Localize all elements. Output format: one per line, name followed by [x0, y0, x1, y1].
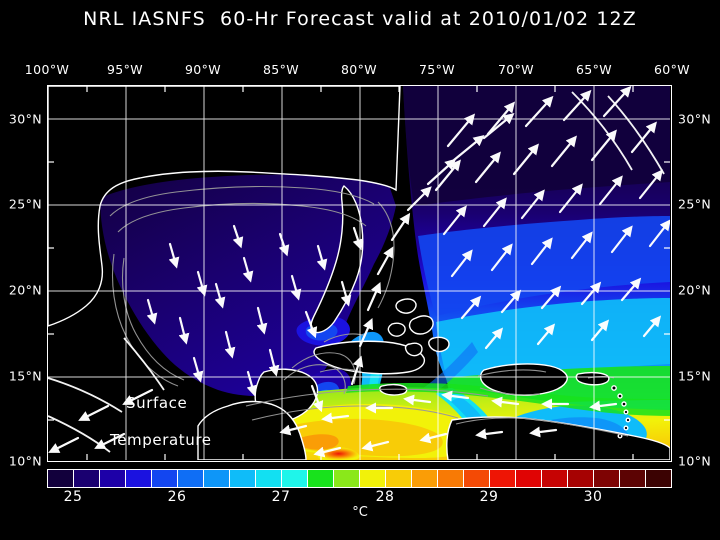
colorbar-segment [178, 470, 204, 487]
colorbar-segment [230, 470, 256, 487]
north-america-landmass [48, 86, 401, 327]
colorbar-segment [256, 470, 282, 487]
atlantic-cyan-band [436, 298, 670, 384]
jamaica [379, 383, 408, 396]
colorbar-segment [100, 470, 126, 487]
y-tick-left-20n: 20°N [8, 282, 42, 298]
x-tick-95w: 95°W [106, 62, 144, 77]
colorbar-segment [126, 470, 152, 487]
colorbar-segment [438, 470, 464, 487]
colorbar-segment [464, 470, 490, 487]
colorbar-segment [594, 470, 620, 487]
sst-map-plot[interactable]: Surface Temperature [47, 85, 672, 462]
y-tick-left-30n: 30°N [8, 111, 42, 127]
y-tick-right-15n: 15°N [678, 368, 712, 384]
cb-tick-30: 30 [583, 489, 603, 505]
x-tick-60w: 60°W [653, 62, 691, 77]
cuba [313, 340, 426, 375]
x-tick-90w: 90°W [184, 62, 222, 77]
colorbar-segment [412, 470, 438, 487]
y-tick-right-10n: 10°N [678, 453, 712, 469]
hispaniola [479, 363, 568, 396]
y-tick-right-25n: 25°N [678, 196, 712, 212]
colorbar-segment [308, 470, 334, 487]
colorbar-segment [516, 470, 542, 487]
central-america [197, 400, 307, 460]
colorbar-segment [646, 470, 671, 487]
colorbar-segment [282, 470, 308, 487]
colorbar-segment [48, 470, 74, 487]
page-title: NRL IASNFS 60-Hr Forecast valid at 2010/… [83, 8, 637, 30]
colorbar-segment [152, 470, 178, 487]
cb-tick-25: 25 [63, 489, 83, 505]
sw-caribbean-hot-patch [297, 434, 339, 450]
x-tick-75w: 75°W [418, 62, 456, 77]
colorbar-segment [568, 470, 594, 487]
temperature-colorbar[interactable] [47, 469, 672, 488]
colorbar-unit-label: °C [352, 505, 368, 520]
cb-tick-27: 27 [271, 489, 291, 505]
bahamas [387, 298, 450, 357]
map-tickmarks [48, 86, 670, 460]
y-tick-right-30n: 30°N [678, 111, 712, 127]
bathymetry-contours [109, 186, 629, 437]
x-tick-100w: 100°W [24, 62, 70, 77]
cb-tick-26: 26 [167, 489, 187, 505]
colorbar-segment [620, 470, 646, 487]
colorbar-segment [334, 470, 360, 487]
cb-tick-29: 29 [479, 489, 499, 505]
y-tick-left-25n: 25°N [8, 196, 42, 212]
colorbar-segment [490, 470, 516, 487]
x-tick-80w: 80°W [340, 62, 378, 77]
colorbar-segment [542, 470, 568, 487]
colorbar-segment [360, 470, 386, 487]
colorbar-segment [386, 470, 412, 487]
x-tick-70w: 70°W [497, 62, 535, 77]
streaklines [48, 91, 665, 453]
colorbar-segment [204, 470, 230, 487]
land-masses [48, 86, 670, 460]
y-tick-left-10n: 10°N [8, 453, 42, 469]
x-tick-85w: 85°W [262, 62, 300, 77]
puerto-rico [575, 371, 610, 386]
y-tick-right-20n: 20°N [678, 282, 712, 298]
y-tick-left-15n: 15°N [8, 368, 42, 384]
cb-tick-28: 28 [375, 489, 395, 505]
north-caribbean-green-band [346, 383, 670, 416]
colorbar-segment [74, 470, 100, 487]
current-vectors [48, 86, 670, 458]
x-tick-65w: 65°W [575, 62, 613, 77]
map-gridlines [48, 86, 670, 460]
